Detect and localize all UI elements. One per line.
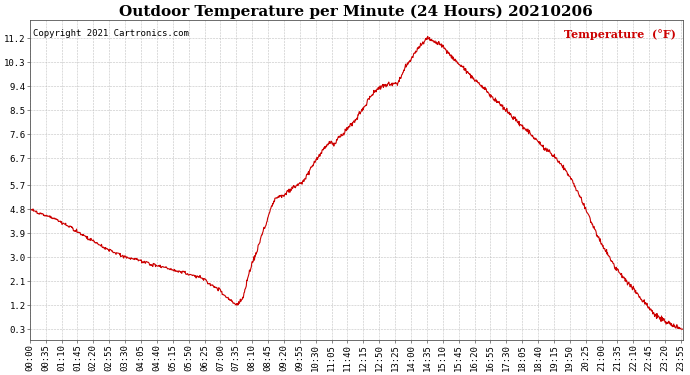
- Text: Temperature  (°F): Temperature (°F): [564, 29, 676, 40]
- Text: Copyright 2021 Cartronics.com: Copyright 2021 Cartronics.com: [33, 29, 189, 38]
- Title: Outdoor Temperature per Minute (24 Hours) 20210206: Outdoor Temperature per Minute (24 Hours…: [119, 4, 593, 18]
